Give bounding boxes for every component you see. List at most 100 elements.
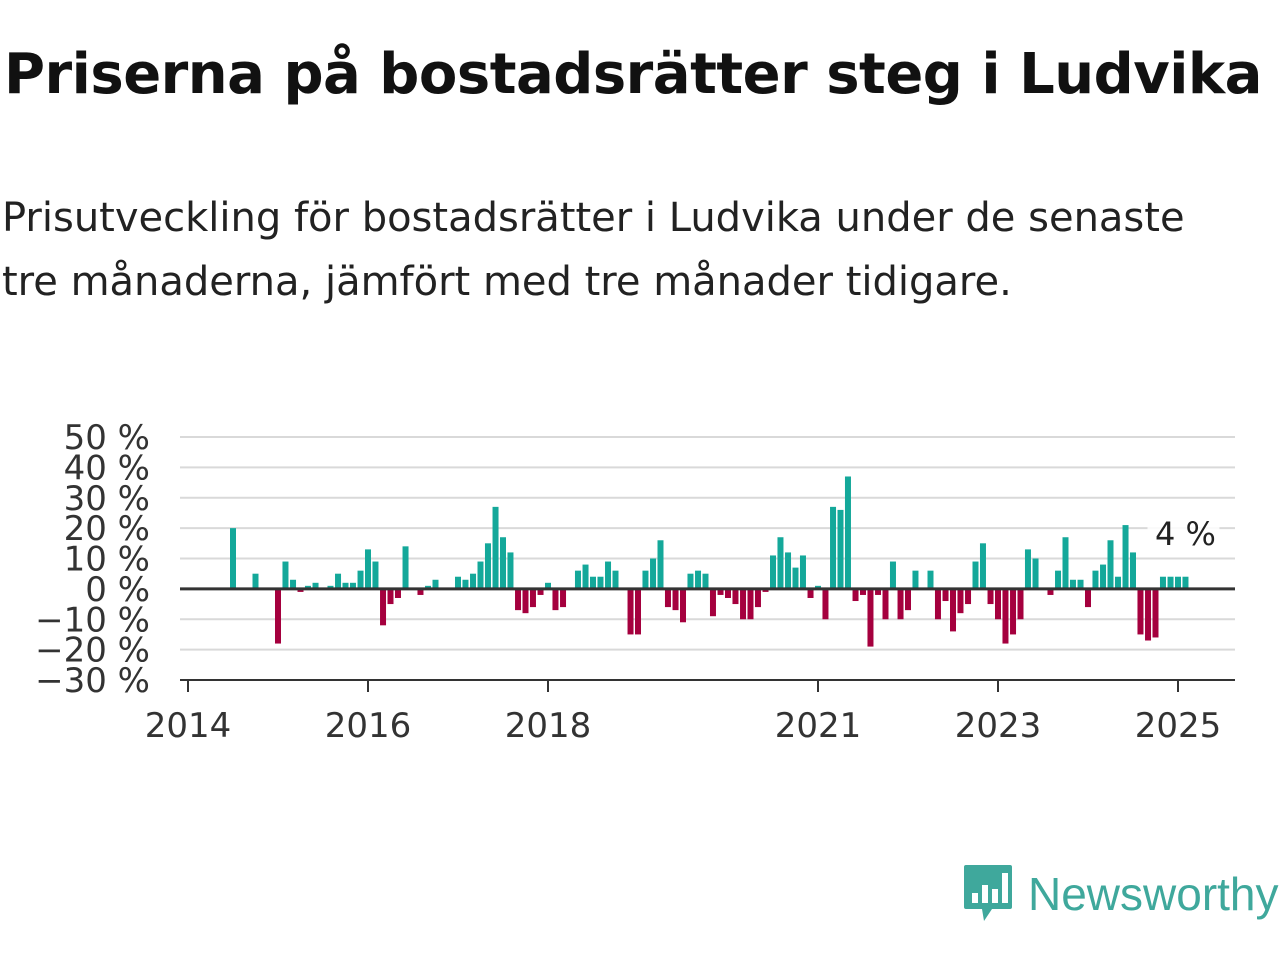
bar bbox=[799, 555, 806, 589]
bar bbox=[725, 588, 731, 598]
bar bbox=[830, 506, 837, 589]
bar bbox=[432, 579, 439, 589]
bar bbox=[912, 570, 919, 589]
x-tick-label: 2014 bbox=[145, 706, 232, 746]
bar-chart: 50 %40 %30 %20 %10 %0 %−10 %−20 %−30 % 2… bbox=[35, 418, 1235, 746]
bar bbox=[1062, 537, 1069, 589]
bar bbox=[515, 588, 522, 611]
bar bbox=[987, 588, 994, 605]
bar bbox=[327, 585, 334, 589]
x-axis: 2014 2016 2018 2021 2023 2025 bbox=[145, 679, 1235, 746]
bar bbox=[950, 588, 956, 632]
bar bbox=[1047, 588, 1054, 595]
bar bbox=[582, 564, 589, 589]
bar bbox=[1114, 576, 1121, 589]
bar bbox=[807, 588, 814, 598]
annotation-layer: 4 % bbox=[1147, 514, 1220, 555]
bar bbox=[252, 573, 259, 589]
bar bbox=[995, 588, 1001, 620]
bar bbox=[1182, 576, 1189, 589]
bar bbox=[702, 573, 709, 589]
bar bbox=[837, 509, 844, 589]
bar bbox=[312, 582, 319, 589]
bar bbox=[425, 585, 432, 589]
bar bbox=[657, 540, 664, 589]
bar bbox=[942, 588, 949, 602]
bar bbox=[852, 588, 859, 602]
bar bbox=[1145, 588, 1152, 641]
bar bbox=[484, 543, 491, 589]
bar bbox=[574, 570, 581, 589]
bar bbox=[717, 588, 724, 595]
bar bbox=[387, 588, 394, 605]
bar bbox=[680, 588, 686, 623]
bar bbox=[672, 588, 679, 611]
bar bbox=[1032, 558, 1039, 589]
bar bbox=[1085, 588, 1091, 608]
bar bbox=[304, 585, 311, 589]
bar bbox=[815, 585, 821, 589]
bar bbox=[590, 576, 596, 589]
brand: Newsworthy bbox=[962, 862, 1279, 926]
bar bbox=[380, 588, 387, 626]
bar bbox=[882, 588, 889, 620]
bar bbox=[777, 537, 784, 589]
bar bbox=[1137, 588, 1144, 635]
bar bbox=[365, 549, 371, 589]
bar bbox=[740, 588, 747, 620]
bar bbox=[754, 588, 761, 608]
page-subtitle: Prisutveckling för bostadsrätter i Ludvi… bbox=[2, 195, 1185, 305]
y-tick-label: 10 % bbox=[64, 540, 150, 580]
bar bbox=[529, 588, 536, 608]
bar bbox=[455, 576, 461, 589]
y-tick-label: −20 % bbox=[35, 631, 150, 671]
bar bbox=[402, 546, 409, 589]
bar bbox=[537, 588, 544, 595]
bar bbox=[897, 588, 904, 620]
bar bbox=[1167, 576, 1174, 589]
y-tick-label: 40 % bbox=[64, 448, 150, 488]
bar bbox=[642, 570, 649, 589]
bar bbox=[522, 588, 529, 614]
bar bbox=[927, 570, 934, 589]
bar bbox=[230, 528, 236, 589]
bar bbox=[1002, 588, 1009, 644]
bar bbox=[462, 579, 469, 589]
bar bbox=[889, 561, 896, 589]
bar bbox=[747, 588, 754, 620]
bar bbox=[1055, 570, 1062, 589]
bar bbox=[552, 588, 559, 611]
bar bbox=[612, 570, 619, 589]
bar bbox=[1069, 579, 1076, 589]
bar bbox=[1175, 576, 1181, 589]
bar bbox=[597, 576, 604, 589]
y-tick-label: 0 % bbox=[85, 570, 150, 610]
bar bbox=[1100, 564, 1107, 589]
bar bbox=[290, 579, 297, 589]
bar bbox=[1017, 588, 1024, 620]
bar bbox=[732, 588, 739, 605]
bar bbox=[687, 573, 694, 589]
bar bbox=[1107, 540, 1114, 589]
y-tick-label: 30 % bbox=[64, 479, 150, 519]
bar bbox=[770, 555, 776, 589]
bar bbox=[1122, 525, 1129, 589]
bar bbox=[282, 561, 289, 589]
bar bbox=[965, 588, 972, 605]
y-tick-label: −10 % bbox=[35, 600, 150, 640]
page-title: Priserna på bostadsrätter steg i Ludvika bbox=[4, 42, 1262, 107]
bar bbox=[492, 506, 499, 589]
bar bbox=[860, 588, 866, 595]
bar bbox=[477, 561, 484, 589]
bar bbox=[785, 552, 792, 589]
bar bbox=[560, 588, 567, 608]
annotation-background bbox=[1147, 514, 1220, 555]
bar bbox=[972, 561, 979, 589]
bar bbox=[357, 570, 364, 589]
bar bbox=[650, 558, 657, 589]
bar bbox=[867, 588, 874, 647]
x-tick-label: 2023 bbox=[955, 706, 1042, 746]
newsworthy-logo-icon bbox=[964, 865, 1012, 921]
y-tick-label: −30 % bbox=[35, 661, 150, 701]
bar bbox=[1077, 579, 1084, 589]
